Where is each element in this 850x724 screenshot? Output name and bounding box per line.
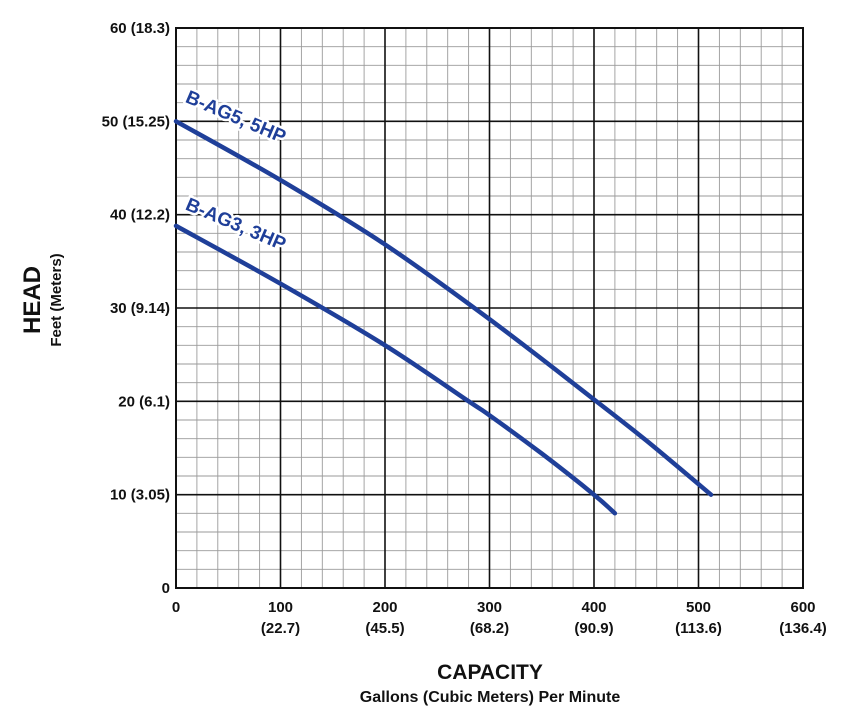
x-axis-subtitle: Gallons (Cubic Meters) Per Minute <box>360 689 621 706</box>
plot-frame <box>175 27 804 589</box>
y-tick-label: 50 (15.25) <box>102 113 170 130</box>
y-tick-label: 30 (9.14) <box>110 300 170 317</box>
x-axis-title: CAPACITY <box>437 661 543 684</box>
y-tick-label: 40 (12.2) <box>110 207 170 224</box>
x-tick-sublabel: (136.4) <box>779 620 827 637</box>
x-tick-sublabel: (22.7) <box>261 620 300 637</box>
y-tick-label: 60 (18.3) <box>110 20 170 37</box>
x-tick-label: 500 <box>686 599 711 616</box>
series-line-b-ag5 <box>173 119 714 497</box>
x-tick-label: 200 <box>372 599 397 616</box>
y-axis-title: HEAD <box>19 266 46 334</box>
x-tick-label: 0 <box>172 599 180 616</box>
x-tick-label: 300 <box>477 599 502 616</box>
y-axis-subtitle: Feet (Meters) <box>48 253 65 346</box>
x-tick-sublabel: (113.6) <box>675 620 722 637</box>
y-tick-label: 20 (6.1) <box>118 393 170 410</box>
series-line-b-ag3 <box>173 223 618 516</box>
x-tick-sublabel: (68.2) <box>470 620 509 637</box>
x-tick-label: 400 <box>581 599 606 616</box>
y-tick-label: 10 (3.05) <box>110 487 170 504</box>
x-tick-sublabel: (45.5) <box>365 620 404 637</box>
x-tick-label: 600 <box>790 599 815 616</box>
x-tick-label: 100 <box>268 599 293 616</box>
x-tick-sublabel: (90.9) <box>574 620 613 637</box>
y-tick-label: 0 <box>162 580 170 597</box>
